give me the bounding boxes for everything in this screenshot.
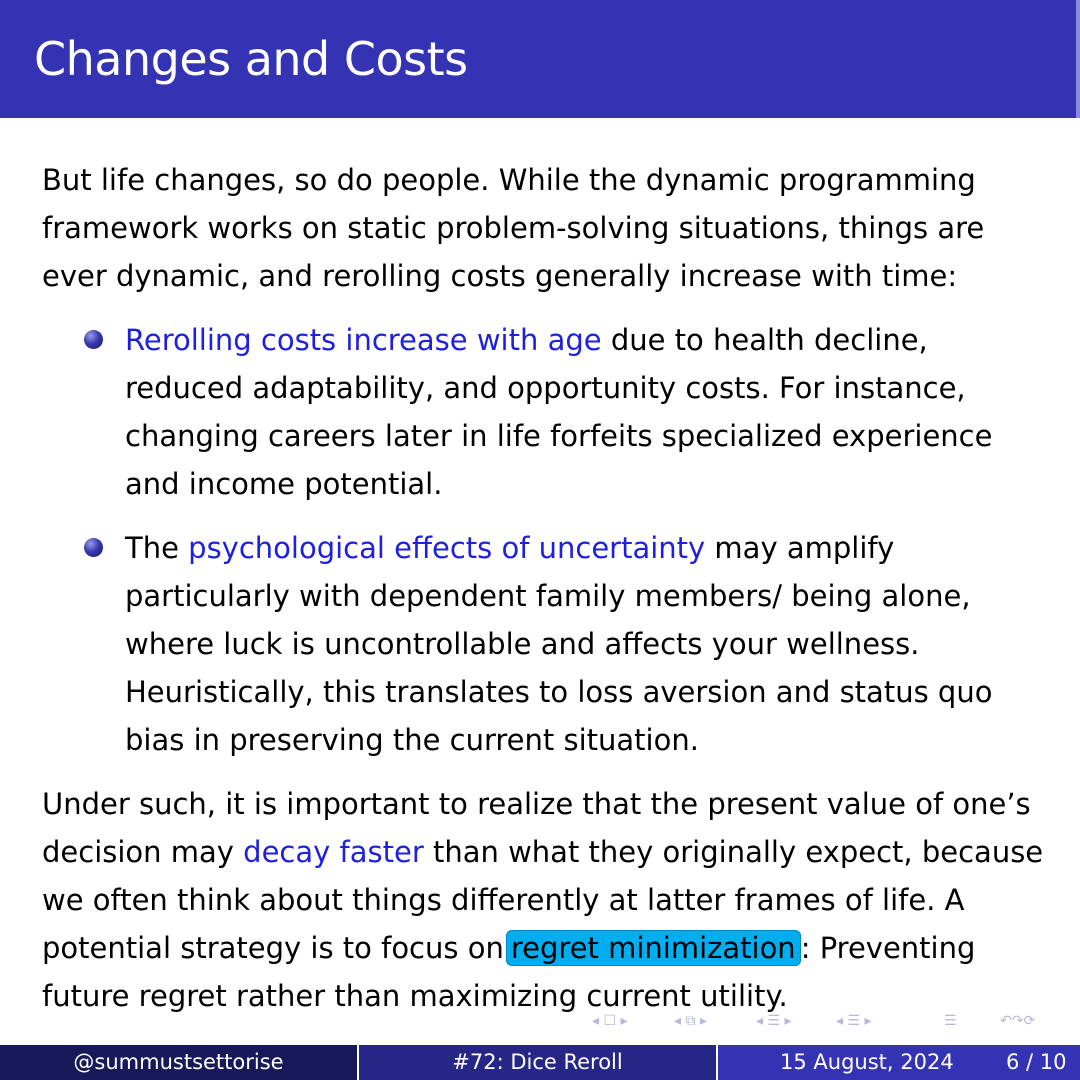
nav-frame-icon[interactable]: ◂ ☐ ▸: [592, 1013, 628, 1029]
nav-subsection-icon[interactable]: ◂ ⧉ ▸: [674, 1013, 707, 1029]
slide-body: But life changes, so do people. While th…: [42, 156, 1052, 1020]
intro-paragraph: But life changes, so do people. While th…: [42, 163, 985, 293]
footer-author: @summustsettorise: [0, 1045, 357, 1080]
slide-title: Changes and Costs: [34, 32, 468, 86]
nav-section-icon[interactable]: ◂ ☰ ▸: [756, 1013, 792, 1029]
bullet-list: Rerolling costs increase with age due to…: [42, 316, 1052, 764]
bullet-highlight: psychological effects of uncertainty: [188, 531, 706, 565]
bullet-text: due to health decline, reduced adaptabil…: [125, 323, 993, 501]
footer-date: 15 August, 2024: [780, 1050, 954, 1074]
nav-slide-icon[interactable]: ◂ ☰ ▸: [836, 1013, 872, 1029]
bullet-item: Rerolling costs increase with age due to…: [42, 316, 1052, 508]
footline: @summustsettorise #72: Dice Reroll 15 Au…: [0, 1045, 1080, 1080]
conclusion-paragraph: Under such, it is important to realize t…: [42, 780, 1052, 1020]
conclusion-text: : Preventing future regret rather than m…: [42, 931, 976, 1013]
beamer-navigation: ◂ ☐ ▸ ◂ ⧉ ▸ ◂ ☰ ▸ ◂ ☰ ▸ ☰ ↶↷⟳: [592, 1013, 1068, 1035]
bullet-text: may amplify particularly with dependent …: [125, 531, 993, 757]
bullet-ball-icon: [84, 538, 103, 557]
title-bar: Changes and Costs: [0, 0, 1080, 118]
footer-date-page: 15 August, 2024 6 / 10: [718, 1045, 1080, 1080]
footer-page-number: 6 / 10: [1006, 1050, 1067, 1074]
bullet-prefix: The: [125, 531, 189, 565]
bullet-highlight: Rerolling costs increase with age: [125, 323, 602, 357]
conclusion-text: Under such, it is important to realize t…: [42, 787, 1031, 869]
conclusion-highlight: decay faster: [243, 835, 424, 869]
boxed-term: regret minimization: [505, 930, 801, 966]
nav-align-icon[interactable]: ☰: [944, 1013, 957, 1029]
conclusion-text: than what they originally expect, becaus…: [42, 835, 1044, 965]
bullet-ball-icon: [84, 330, 103, 349]
nav-search-icon[interactable]: ↶↷⟳: [1000, 1013, 1036, 1029]
bullet-item: The psychological effects of uncertainty…: [42, 524, 1052, 764]
footer-talk-title: #72: Dice Reroll: [359, 1045, 716, 1080]
